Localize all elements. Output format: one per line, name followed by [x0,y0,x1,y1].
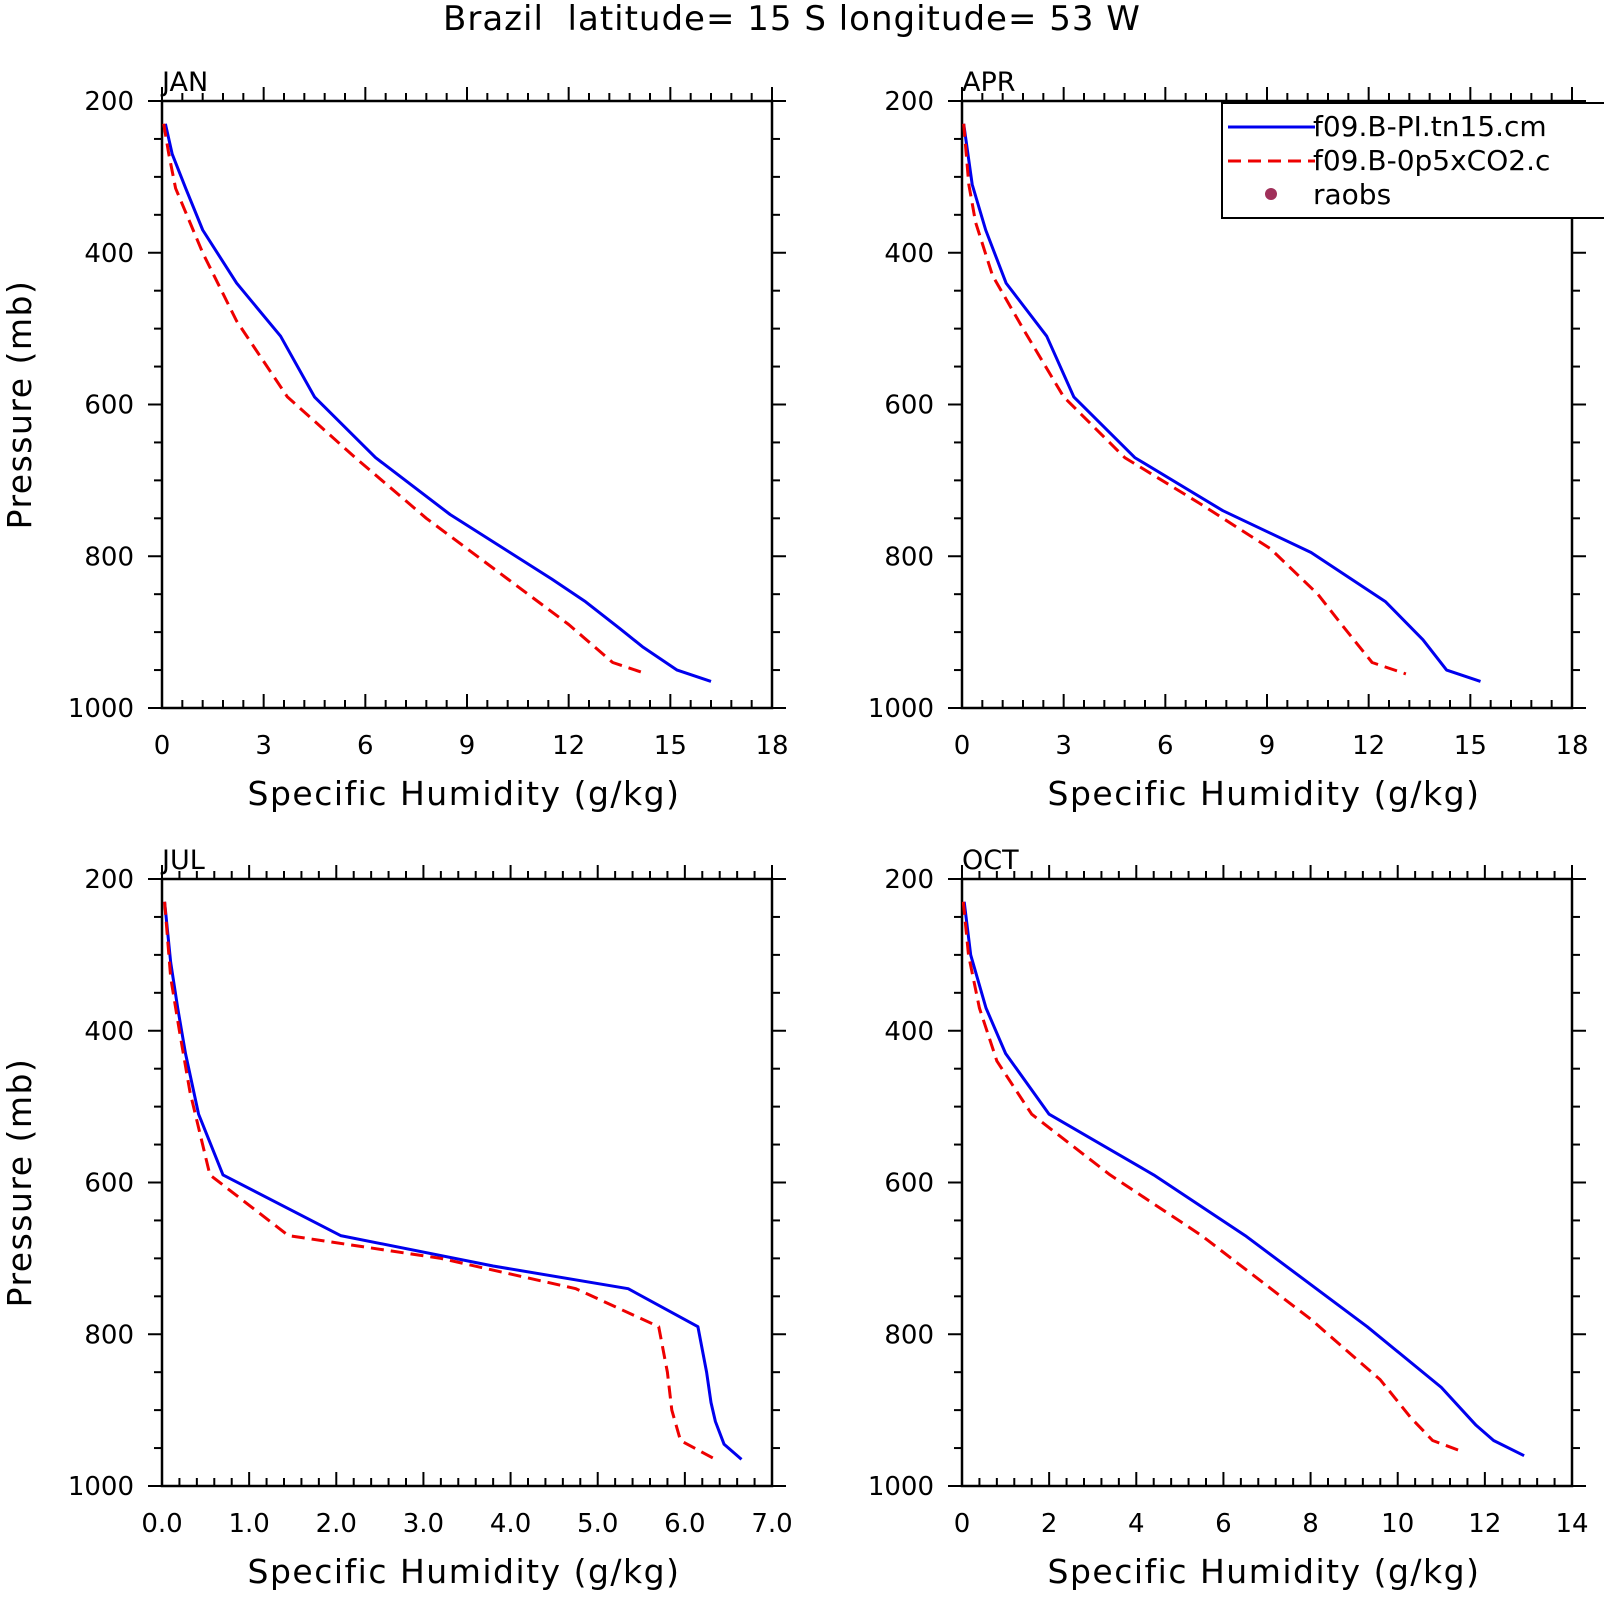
plot-frame [160,99,774,710]
y-tick-label: 1000 [868,1472,934,1502]
legend-label: f09.B-0p5xCO2.c [1313,144,1550,177]
y-axis-label: Pressure (mb) [0,280,39,530]
x-tick-label: 15 [1454,731,1487,761]
y-tick-label: 600 [84,391,134,421]
legend-label: f09.B-PI.tn15.cm [1313,110,1547,143]
x-tick-label: 2.0 [316,1509,357,1539]
x-tick-label: 12 [1352,731,1385,761]
x-tick-label: 4.0 [490,1509,531,1539]
series-line-co2 [962,901,1464,1454]
y-tick-label: 400 [84,1017,134,1047]
x-axis-label: Specific Humidity (g/kg) [1048,774,1481,813]
x-tick-label: 0.0 [141,1509,182,1539]
x-tick-label: 0 [954,1509,971,1539]
y-tick-label: 800 [884,1320,934,1350]
x-axis-label: Specific Humidity (g/kg) [248,1552,681,1591]
x-tick-label: 0 [154,731,171,761]
x-tick-label: 14 [1555,1509,1588,1539]
x-tick-label: 9 [459,731,476,761]
series-line-pi [962,123,1481,683]
legend-box [1221,102,1604,219]
x-tick-label: 3 [1055,731,1072,761]
figure-title: Brazil latitude= 15 S longitude= 53 W [443,0,1141,39]
y-tick-label: 800 [84,1320,134,1350]
panel-oct: OCT 0 2 4 6 8 10 12 14 200 400 600 800 1000 Specific H… [868,845,1589,1591]
y-tick-label: 400 [884,239,934,269]
plot-frame [160,877,774,1488]
x-tick-label: 6.0 [664,1509,705,1539]
y-tick-label: 600 [884,391,934,421]
panel-apr: APR 0 3 6 9 12 15 18 200 400 600 800 1000 Specific Hu… [868,67,1589,813]
x-tick-label: 1.0 [228,1509,269,1539]
y-tick-label: 800 [84,542,134,572]
plot-frame [960,877,1574,1488]
panel-jul: JUL 0.0 1.0 2.0 3.0 4.0 5.0 6.0 7.0 200 400 600 800 1… [0,845,793,1591]
y-tick-label: 800 [884,542,934,572]
x-tick-label: 10 [1381,1509,1414,1539]
panel-title: JUL [160,845,205,876]
x-tick-label: 18 [1555,731,1588,761]
x-tick-label: 6 [1157,731,1174,761]
x-axis-label: Specific Humidity (g/kg) [1048,1552,1481,1591]
x-tick-label: 15 [654,731,687,761]
y-tick-label: 200 [84,865,134,895]
x-tick-label: 6 [1215,1509,1232,1539]
y-tick-label: 400 [84,239,134,269]
x-tick-label: 6 [357,731,374,761]
series-line-co2 [163,901,717,1461]
panel-title: APR [962,67,1016,98]
panel-jan: JAN 0 3 6 9 12 15 18 200 400 600 800 1000 Specific Hu… [0,67,789,813]
x-tick-label: 12 [1468,1509,1501,1539]
y-tick-label: 600 [84,1169,134,1199]
x-tick-label: 3.0 [403,1509,444,1539]
series-line-pi [962,901,1525,1458]
x-tick-label: 5.0 [577,1509,618,1539]
x-tick-label: 0 [954,731,971,761]
x-tick-label: 12 [552,731,585,761]
y-tick-label: 400 [884,1017,934,1047]
y-tick-label: 1000 [68,694,134,724]
x-tick-label: 2 [1041,1509,1058,1539]
x-tick-label: 4 [1128,1509,1145,1539]
legend-marker [1265,188,1277,200]
series-line-pi [163,123,712,683]
series-line-co2 [162,123,648,676]
y-tick-label: 200 [84,87,134,117]
y-tick-label: 200 [884,865,934,895]
series-line-pi [163,901,743,1461]
legend-label: raobs [1313,178,1391,211]
x-tick-label: 3 [255,731,272,761]
y-axis-label: Pressure (mb) [0,1058,39,1308]
x-tick-label: 9 [1259,731,1276,761]
y-tick-label: 200 [884,87,934,117]
x-tick-label: 8 [1302,1509,1319,1539]
x-tick-label: 7.0 [751,1509,792,1539]
x-axis-label: Specific Humidity (g/kg) [248,774,681,813]
y-tick-label: 600 [884,1169,934,1199]
panel-title: JAN [160,67,208,98]
series-line-co2 [962,123,1407,676]
y-tick-label: 1000 [68,1472,134,1502]
x-tick-label: 18 [755,731,788,761]
y-tick-label: 1000 [868,694,934,724]
panel-title: OCT [962,845,1019,876]
